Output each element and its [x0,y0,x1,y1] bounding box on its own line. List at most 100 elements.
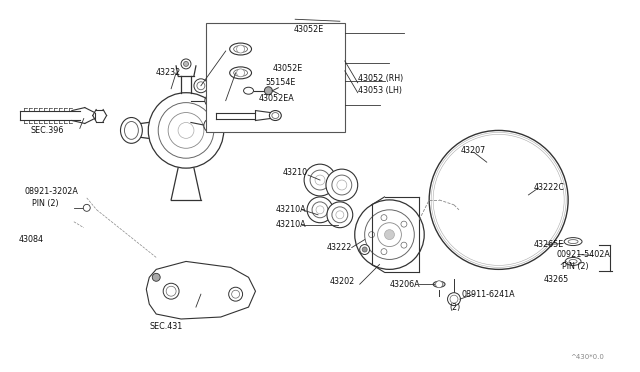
Circle shape [237,45,244,53]
Circle shape [168,113,204,148]
Text: PIN (2): PIN (2) [32,199,59,208]
Circle shape [332,175,352,195]
Circle shape [326,169,358,201]
Text: 43052E: 43052E [293,25,323,34]
Ellipse shape [234,69,248,76]
Circle shape [471,172,527,228]
Circle shape [307,197,333,223]
Circle shape [152,273,160,281]
Circle shape [230,95,241,107]
Ellipse shape [230,67,252,79]
Circle shape [355,200,424,269]
Circle shape [381,215,387,221]
Circle shape [208,98,214,104]
Circle shape [327,202,353,228]
Ellipse shape [568,240,578,244]
Text: 43210: 43210 [282,168,307,177]
Circle shape [207,122,215,129]
Circle shape [181,59,191,69]
Circle shape [312,202,328,218]
Circle shape [478,184,485,191]
Text: 08921-3202A: 08921-3202A [24,187,78,196]
Text: SEC.396: SEC.396 [30,126,63,135]
Text: 43084: 43084 [19,235,44,244]
Text: 43265: 43265 [543,275,568,284]
Circle shape [478,209,485,216]
Circle shape [205,95,217,107]
Bar [206,23,345,132]
Circle shape [310,170,330,190]
Circle shape [401,221,407,227]
Text: 43053 (LH): 43053 (LH) [358,86,402,95]
Circle shape [516,196,523,203]
Circle shape [336,211,344,219]
Circle shape [381,248,387,254]
Circle shape [158,103,214,158]
Text: ^430*0.0: ^430*0.0 [570,354,604,360]
Circle shape [450,295,458,303]
Ellipse shape [433,281,445,287]
Ellipse shape [124,122,138,140]
Circle shape [210,109,218,116]
Circle shape [360,244,370,254]
Circle shape [232,290,239,298]
Circle shape [433,134,564,265]
Circle shape [166,286,176,296]
Ellipse shape [269,110,282,121]
Circle shape [219,79,233,93]
Ellipse shape [272,113,279,119]
Text: N: N [452,296,456,302]
Circle shape [221,82,230,90]
Circle shape [178,122,194,138]
Circle shape [332,207,348,223]
Ellipse shape [565,257,581,265]
Circle shape [337,180,347,190]
Ellipse shape [120,118,142,143]
Circle shape [316,206,324,214]
Circle shape [163,283,179,299]
Text: 00921-5402A: 00921-5402A [556,250,610,259]
Text: (2): (2) [449,302,460,312]
Circle shape [502,216,509,223]
Text: 43210A: 43210A [275,220,306,229]
Text: 43210A: 43210A [275,205,306,214]
Text: 43265E: 43265E [533,240,564,249]
Circle shape [437,138,560,262]
Circle shape [228,287,243,301]
Circle shape [234,119,248,132]
Text: PIN (2): PIN (2) [562,262,589,271]
Circle shape [315,175,325,185]
Circle shape [431,132,566,267]
Circle shape [184,61,189,66]
Circle shape [491,192,507,208]
Circle shape [204,119,218,132]
Text: 43222: 43222 [327,243,353,252]
Circle shape [502,177,509,183]
Circle shape [148,93,224,168]
Text: 55154E: 55154E [266,78,296,87]
Ellipse shape [230,43,252,55]
Ellipse shape [564,238,582,246]
Circle shape [264,87,273,95]
Text: 43052E: 43052E [273,64,303,73]
Text: 43202: 43202 [330,277,355,286]
Text: 08911-6241A: 08911-6241A [462,290,516,299]
Circle shape [369,232,374,238]
Text: 43052EA: 43052EA [259,94,294,103]
Circle shape [197,82,205,90]
Ellipse shape [244,87,253,94]
Circle shape [436,281,443,288]
Circle shape [233,98,239,104]
Circle shape [451,152,547,247]
Circle shape [83,204,90,211]
Text: SEC.431: SEC.431 [149,323,182,331]
Circle shape [362,247,367,252]
Ellipse shape [569,259,577,263]
Circle shape [447,293,460,306]
Circle shape [385,230,394,240]
Text: 43206A: 43206A [390,280,420,289]
Ellipse shape [234,45,248,52]
Text: 43222C: 43222C [533,183,564,192]
Circle shape [194,79,208,93]
Circle shape [378,223,401,247]
